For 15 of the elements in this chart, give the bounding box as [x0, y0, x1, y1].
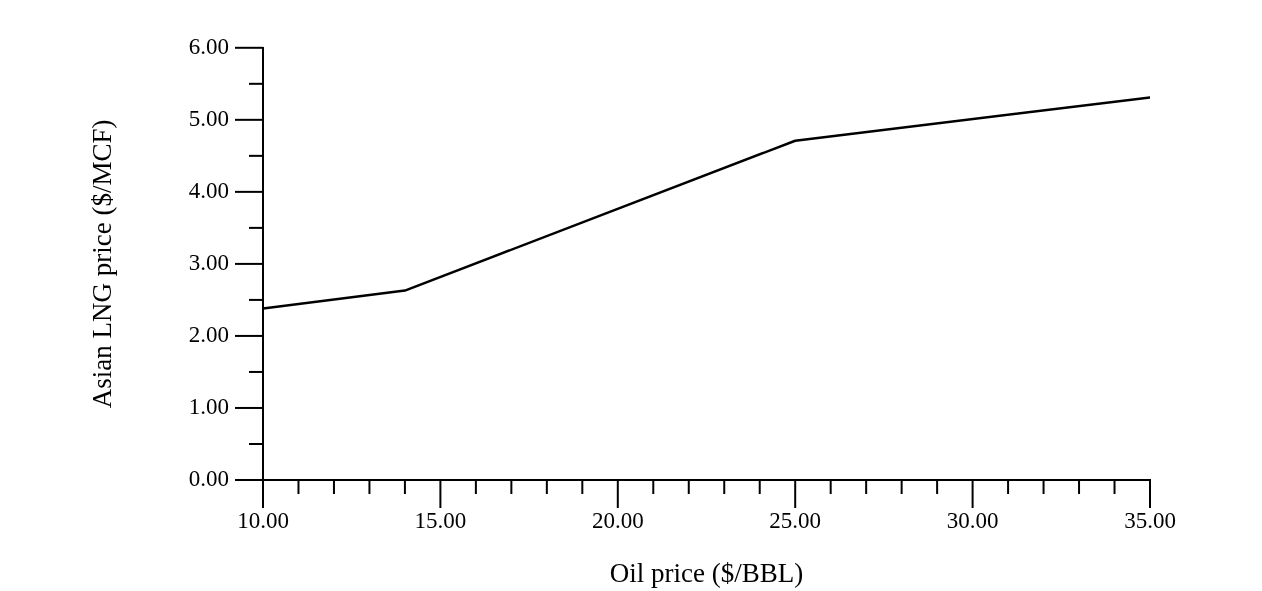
x-tick-label: 10.00: [237, 507, 289, 533]
x-tick-label: 25.00: [769, 507, 822, 533]
y-tick-label: 6.00: [188, 33, 229, 59]
y-tick-label: 0.00: [188, 466, 229, 492]
x-tick-label: 30.00: [946, 507, 999, 533]
y-tick-label: 5.00: [188, 105, 229, 131]
y-tick-label: 2.00: [188, 321, 229, 347]
y-axis-title: Asian LNG price ($/MCF): [87, 119, 118, 409]
y-tick-label: 3.00: [188, 249, 229, 275]
x-tick-label: 35.00: [1124, 507, 1176, 533]
x-tick-label: 15.00: [414, 507, 467, 533]
y-tick-label: 1.00: [188, 394, 229, 420]
x-tick-label: 20.00: [591, 507, 644, 533]
x-axis-title: Oil price ($/BBL): [609, 557, 804, 588]
y-tick-label: 4.00: [188, 177, 229, 203]
